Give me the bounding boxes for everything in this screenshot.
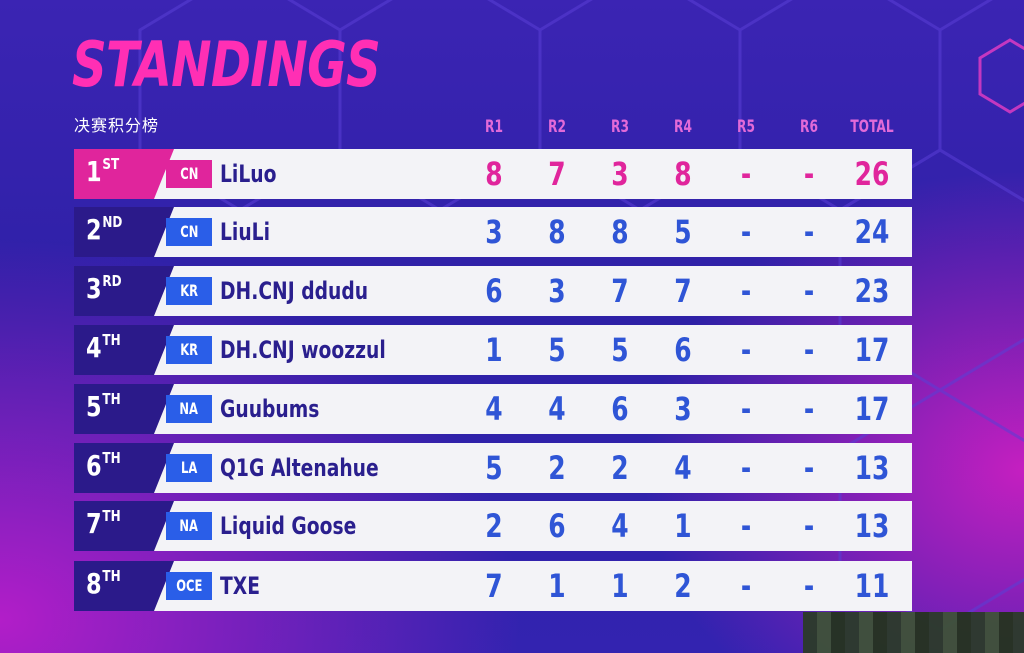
score-r1: 1 bbox=[485, 331, 503, 369]
page-title: STANDINGS bbox=[72, 28, 381, 101]
region-badge: OCE bbox=[166, 572, 212, 600]
rank-label: 1ST bbox=[86, 155, 120, 188]
region-badge: CN bbox=[166, 160, 212, 188]
score-r6: - bbox=[803, 272, 815, 310]
score-r6: - bbox=[803, 567, 815, 605]
score-r2: 2 bbox=[548, 449, 566, 487]
score-r4: 4 bbox=[674, 449, 692, 487]
region-badge: NA bbox=[166, 512, 212, 540]
score-total: 11 bbox=[854, 567, 890, 605]
region-badge: KR bbox=[166, 336, 212, 364]
score-total: 17 bbox=[854, 331, 890, 369]
column-header-total: TOTAL bbox=[850, 117, 894, 137]
score-r2: 3 bbox=[548, 272, 566, 310]
score-r6: - bbox=[803, 390, 815, 428]
score-r1: 4 bbox=[485, 390, 503, 428]
score-r1: 8 bbox=[485, 155, 503, 193]
score-r4: 3 bbox=[674, 390, 692, 428]
column-header-r1: R1 bbox=[485, 117, 503, 137]
score-r2: 4 bbox=[548, 390, 566, 428]
score-r5: - bbox=[740, 507, 752, 545]
rank-label: 4TH bbox=[86, 331, 121, 364]
score-r5: - bbox=[740, 390, 752, 428]
score-r4: 7 bbox=[674, 272, 692, 310]
score-total: 13 bbox=[854, 449, 890, 487]
column-header-r2: R2 bbox=[548, 117, 566, 137]
score-r6: - bbox=[803, 507, 815, 545]
table-row-2: 2ND CN LiuLi 3 8 8 5 - - 24 bbox=[74, 207, 912, 257]
score-r1: 6 bbox=[485, 272, 503, 310]
score-r2: 8 bbox=[548, 213, 566, 251]
column-header-r3: R3 bbox=[611, 117, 629, 137]
score-r4: 1 bbox=[674, 507, 692, 545]
score-r5: - bbox=[740, 155, 752, 193]
player-name: TXE bbox=[220, 572, 260, 600]
rank-label: 2ND bbox=[86, 213, 123, 246]
table-row-5: 5TH NA Guubums 4 4 6 3 - - 17 bbox=[74, 384, 912, 434]
score-r1: 3 bbox=[485, 213, 503, 251]
player-name: LiLuo bbox=[220, 160, 277, 188]
column-header-r4: R4 bbox=[674, 117, 692, 137]
score-r3: 6 bbox=[611, 390, 629, 428]
rank-label: 8TH bbox=[86, 567, 121, 600]
score-r2: 1 bbox=[548, 567, 566, 605]
score-r3: 2 bbox=[611, 449, 629, 487]
rank-label: 3RD bbox=[86, 272, 122, 305]
region-badge: NA bbox=[166, 395, 212, 423]
score-r5: - bbox=[740, 449, 752, 487]
score-r2: 5 bbox=[548, 331, 566, 369]
score-r4: 8 bbox=[674, 155, 692, 193]
table-row-8: 8TH OCE TXE 7 1 1 2 - - 11 bbox=[74, 561, 912, 611]
score-total: 24 bbox=[854, 213, 890, 251]
score-r3: 4 bbox=[611, 507, 629, 545]
score-r6: - bbox=[803, 213, 815, 251]
score-r1: 7 bbox=[485, 567, 503, 605]
table-row-6: 6TH LA Q1G Altenahue 5 2 2 4 - - 13 bbox=[74, 443, 912, 493]
score-r6: - bbox=[803, 155, 815, 193]
region-badge: CN bbox=[166, 218, 212, 246]
rank-label: 7TH bbox=[86, 507, 121, 540]
score-r4: 5 bbox=[674, 213, 692, 251]
score-r2: 7 bbox=[548, 155, 566, 193]
score-r4: 6 bbox=[674, 331, 692, 369]
score-r1: 5 bbox=[485, 449, 503, 487]
player-name: LiuLi bbox=[220, 218, 271, 246]
score-r5: - bbox=[740, 213, 752, 251]
score-r5: - bbox=[740, 331, 752, 369]
score-r3: 3 bbox=[611, 155, 629, 193]
column-header-r5: R5 bbox=[737, 117, 755, 137]
player-name: Liquid Goose bbox=[220, 512, 357, 540]
score-r6: - bbox=[803, 331, 815, 369]
score-r1: 2 bbox=[485, 507, 503, 545]
player-name: Guubums bbox=[220, 395, 320, 423]
score-total: 23 bbox=[854, 272, 890, 310]
score-r3: 1 bbox=[611, 567, 629, 605]
player-name: Q1G Altenahue bbox=[220, 454, 379, 482]
column-header-r6: R6 bbox=[800, 117, 818, 137]
score-r2: 6 bbox=[548, 507, 566, 545]
score-r3: 7 bbox=[611, 272, 629, 310]
table-row-3: 3RD KR DH.CNJ ddudu 6 3 7 7 - - 23 bbox=[74, 266, 912, 316]
region-badge: LA bbox=[166, 454, 212, 482]
player-name: DH.CNJ ddudu bbox=[220, 277, 369, 305]
score-total: 13 bbox=[854, 507, 890, 545]
score-r3: 8 bbox=[611, 213, 629, 251]
table-row-1: 1ST CN LiLuo 8 7 3 8 - - 26 bbox=[74, 149, 912, 199]
table-row-7: 7TH NA Liquid Goose 2 6 4 1 - - 13 bbox=[74, 501, 912, 551]
table-row-4: 4TH KR DH.CNJ woozzul 1 5 5 6 - - 17 bbox=[74, 325, 912, 375]
player-name: DH.CNJ woozzul bbox=[220, 336, 386, 364]
rank-label: 6TH bbox=[86, 449, 121, 482]
rank-label: 5TH bbox=[86, 390, 121, 423]
score-r4: 2 bbox=[674, 567, 692, 605]
score-total: 26 bbox=[854, 155, 890, 193]
score-r5: - bbox=[740, 272, 752, 310]
score-r6: - bbox=[803, 449, 815, 487]
region-badge: KR bbox=[166, 277, 212, 305]
page-subtitle: 决赛积分榜 bbox=[74, 116, 160, 135]
score-r5: - bbox=[740, 567, 752, 605]
score-total: 17 bbox=[854, 390, 890, 428]
pixelated-overlay bbox=[803, 612, 1024, 653]
score-r3: 5 bbox=[611, 331, 629, 369]
